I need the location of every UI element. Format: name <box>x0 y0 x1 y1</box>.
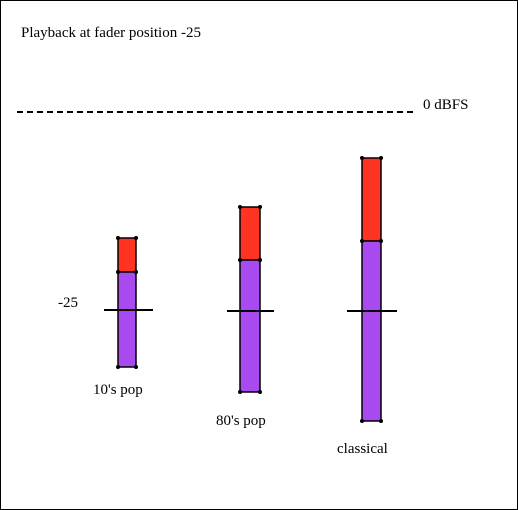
bar-80s-pop-node <box>238 205 242 209</box>
bar-classical-node <box>360 239 364 243</box>
bar-80s-pop <box>227 205 274 394</box>
bar-label-80s-pop: 80's pop <box>216 413 266 429</box>
bar-10s-pop-node <box>134 236 138 240</box>
bar-label-classical: classical <box>337 441 388 457</box>
bar-classical-body-segment <box>361 240 382 422</box>
bar-10s-pop-node <box>116 270 120 274</box>
bar-classical-headroom-segment <box>361 157 382 242</box>
bar-classical <box>347 156 397 423</box>
bar-classical-node <box>379 156 383 160</box>
bar-classical-node <box>379 239 383 243</box>
fader-level-label: -25 <box>58 295 78 311</box>
bar-80s-pop-body-segment <box>239 259 261 393</box>
bar-classical-node <box>360 156 364 160</box>
bar-10s-pop-node <box>116 365 120 369</box>
bar-10s-pop <box>104 236 153 369</box>
bar-80s-pop-node <box>258 258 262 262</box>
zero-dbfs-label: 0 dBFS <box>423 97 469 113</box>
bar-10s-pop-node <box>116 236 120 240</box>
bar-10s-pop-node <box>134 270 138 274</box>
bar-classical-node <box>379 419 383 423</box>
bar-label-10s-pop: 10's pop <box>93 382 143 398</box>
bar-10s-pop-body-segment <box>117 271 137 368</box>
bar-10s-pop-headroom-segment <box>117 237 137 273</box>
bar-classical-node <box>360 419 364 423</box>
bar-10s-pop-node <box>134 365 138 369</box>
bar-80s-pop-node <box>238 390 242 394</box>
bar-80s-pop-node <box>258 390 262 394</box>
bar-80s-pop-node <box>258 205 262 209</box>
diagram-title: Playback at fader position -25 <box>21 25 201 41</box>
bar-80s-pop-headroom-segment <box>239 206 261 261</box>
bar-80s-pop-node <box>238 258 242 262</box>
